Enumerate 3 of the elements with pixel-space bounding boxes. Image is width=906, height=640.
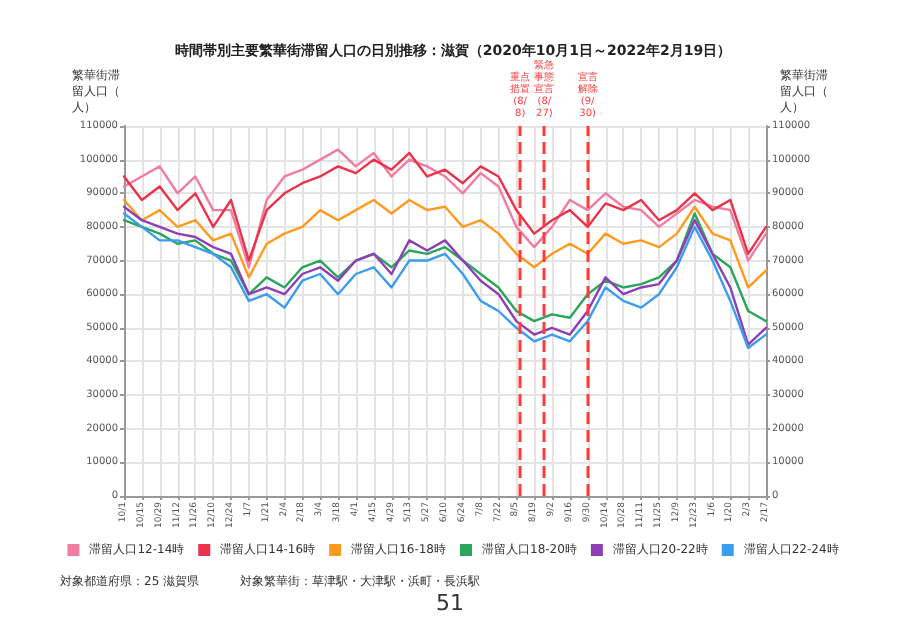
line-series <box>122 198 768 289</box>
line-series <box>122 212 768 323</box>
text: 51 <box>436 590 464 616</box>
